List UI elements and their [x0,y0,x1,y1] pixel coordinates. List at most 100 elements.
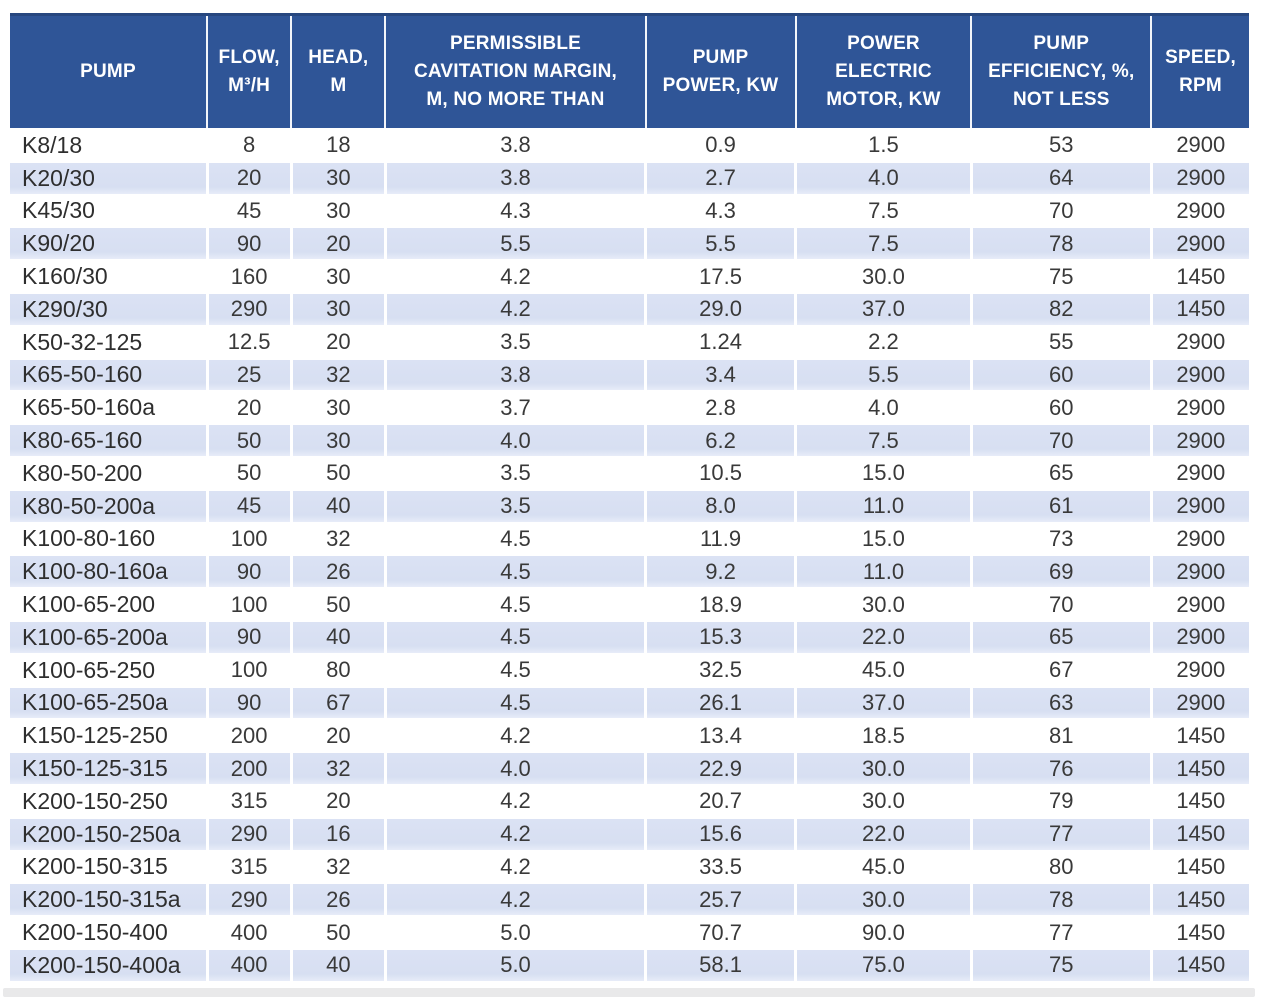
value-cell: 20 [289,718,386,753]
pump-name-cell: K100-65-200 [10,587,207,621]
value-cell: 2900 [1149,390,1249,425]
pump-name-cell: K65-50-160 [10,357,207,392]
table-body: K8/18 8 18 3.8 0.9 1.5 53 2900 K20/30 20 30 3.8 2.7 4… [10,128,1249,981]
value-cell: 3.5 [383,324,646,359]
value-cell: 15.0 [794,455,972,490]
table-row: K100-65-250a 90 67 4.5 26.1 37.0 63 2900 [10,685,1249,720]
value-cell: 4.2 [383,783,646,818]
table-row: K200-150-315 315 32 4.2 33.5 45.0 80 1450 [10,849,1249,884]
value-cell: 26 [289,554,386,589]
value-cell: 26 [289,882,386,917]
value-cell: 5.5 [383,226,646,261]
value-cell: 13.4 [644,718,796,753]
value-cell: 77 [969,915,1152,949]
bottom-edge-strip [3,988,1255,997]
value-cell: 32 [289,521,386,556]
value-cell: 3.7 [383,390,646,425]
table-row: K200-150-400 400 50 5.0 70.7 90.0 77 1450 [10,915,1249,949]
value-cell: 33.5 [644,849,796,884]
value-cell: 1.5 [794,128,972,162]
value-cell: 4.2 [383,816,646,851]
pump-name-cell: K100-65-200a [10,619,207,654]
value-cell: 2900 [1149,160,1249,195]
value-cell: 25.7 [644,882,796,917]
pump-name-cell: K200-150-400a [10,947,207,981]
value-cell: 160 [205,259,292,293]
value-cell: 3.5 [383,455,646,490]
value-cell: 70 [969,587,1152,621]
value-cell: 2900 [1149,619,1249,654]
value-cell: 3.8 [383,160,646,195]
pump-name-cell: K200-150-250 [10,783,207,818]
value-cell: 20.7 [644,783,796,818]
value-cell: 82 [969,291,1152,326]
value-cell: 63 [969,685,1152,720]
pump-name-cell: K65-50-160a [10,390,207,425]
value-cell: 5.0 [383,915,646,949]
value-cell: 30 [289,291,386,326]
pump-name-cell: K100-65-250 [10,652,207,687]
value-cell: 7.5 [794,226,972,261]
pump-name-cell: K160/30 [10,259,207,293]
value-cell: 5.5 [644,226,796,261]
value-cell: 90.0 [794,915,972,949]
value-cell: 53 [969,128,1152,162]
value-cell: 2900 [1149,521,1249,556]
value-cell: 22.0 [794,816,972,851]
value-cell: 37.0 [794,291,972,326]
value-cell: 75 [969,259,1152,293]
table-row: K45/30 45 30 4.3 4.3 7.5 70 2900 [10,193,1249,228]
value-cell: 30.0 [794,751,972,785]
table-header: PUMP FLOW, M³/H HEAD, M PERMISSIBLE CAVITAT… [10,13,1249,129]
value-cell: 78 [969,226,1152,261]
value-cell: 40 [289,619,386,654]
value-cell: 75 [969,947,1152,981]
value-cell: 4.3 [644,193,796,228]
value-cell: 1.24 [644,324,796,359]
value-cell: 2900 [1149,357,1249,392]
value-cell: 80 [969,849,1152,884]
value-cell: 1450 [1149,816,1249,851]
pump-name-cell: K100-80-160 [10,521,207,556]
value-cell: 50 [289,455,386,490]
value-cell: 315 [205,849,292,884]
pump-name-cell: K150-125-250 [10,718,207,753]
value-cell: 75.0 [794,947,972,981]
value-cell: 2900 [1149,128,1249,162]
value-cell: 45.0 [794,849,972,884]
value-cell: 4.3 [383,193,646,228]
value-cell: 4.0 [794,390,972,425]
value-cell: 2900 [1149,226,1249,261]
value-cell: 4.2 [383,259,646,293]
value-cell: 100 [205,652,292,687]
value-cell: 30 [289,160,386,195]
value-cell: 50 [205,423,292,457]
value-cell: 2900 [1149,587,1249,621]
value-cell: 61 [969,488,1152,523]
value-cell: 290 [205,291,292,326]
pump-name-cell: K100-80-160a [10,554,207,589]
value-cell: 65 [969,455,1152,490]
column-header: SPEED, RPM [1150,13,1249,129]
table-row: K65-50-160 25 32 3.8 3.4 5.5 60 2900 [10,357,1249,392]
value-cell: 8 [205,128,292,162]
value-cell: 30.0 [794,783,972,818]
value-cell: 20 [205,160,292,195]
value-cell: 4.5 [383,685,646,720]
table-row: K100-80-160a 90 26 4.5 9.2 11.0 69 2900 [10,554,1249,589]
value-cell: 7.5 [794,423,972,457]
table-row: K200-150-400a 400 40 5.0 58.1 75.0 75 1450 [10,947,1249,981]
value-cell: 2900 [1149,423,1249,457]
pump-name-cell: K200-150-250a [10,816,207,851]
column-header: HEAD, M [290,13,386,129]
value-cell: 8.0 [644,488,796,523]
value-cell: 4.0 [794,160,972,195]
value-cell: 4.5 [383,619,646,654]
value-cell: 20 [289,783,386,818]
value-cell: 100 [205,521,292,556]
value-cell: 90 [205,554,292,589]
value-cell: 6.2 [644,423,796,457]
value-cell: 18 [289,128,386,162]
table-row: K150-125-315 200 32 4.0 22.9 30.0 76 1450 [10,751,1249,785]
value-cell: 67 [289,685,386,720]
